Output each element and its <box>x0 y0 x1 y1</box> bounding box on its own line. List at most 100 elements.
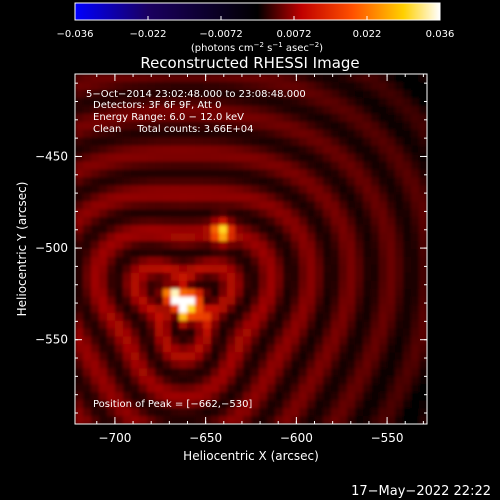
heatmap-cell <box>259 225 268 234</box>
heatmap-cell <box>187 376 196 385</box>
heatmap-cell <box>371 185 380 194</box>
heatmap-cell <box>171 89 180 99</box>
heatmap-cell <box>283 304 292 314</box>
heatmap-cell <box>211 161 220 171</box>
heatmap-cell <box>179 129 188 139</box>
heatmap-cell <box>339 328 348 338</box>
heatmap-cell <box>163 145 172 155</box>
heatmap-cell <box>395 129 404 139</box>
heatmap-cell <box>179 368 188 377</box>
heatmap-cell <box>323 304 332 314</box>
heatmap-cell <box>307 89 316 99</box>
heatmap-cell <box>195 368 204 377</box>
heatmap-cell <box>259 272 268 282</box>
heatmap-cell <box>355 352 364 361</box>
heatmap-cell <box>235 113 244 123</box>
heatmap-cell <box>243 97 252 107</box>
heatmap-cell <box>403 193 412 202</box>
heatmap-cell <box>291 384 300 393</box>
heatmap-cell <box>139 272 148 282</box>
heatmap-cell <box>299 416 308 424</box>
heatmap-cell <box>211 145 220 155</box>
heatmap-cell <box>299 241 308 250</box>
heatmap-cell <box>91 121 100 131</box>
heatmap-cell <box>315 384 324 393</box>
heatmap-cell <box>315 320 324 330</box>
heatmap-cell <box>99 384 108 393</box>
heatmap-cell <box>91 256 100 266</box>
heatmap-cell <box>243 256 252 266</box>
heatmap-cell <box>115 89 124 99</box>
heatmap-cell <box>307 416 316 424</box>
heatmap-cell <box>323 400 332 409</box>
annotation-clean-counts: Clean Total counts: 3.66E+04 <box>93 124 253 135</box>
heatmap-cell <box>379 320 388 330</box>
heatmap-cell <box>419 74 427 83</box>
heatmap-cell <box>331 129 340 139</box>
heatmap-cell <box>235 137 244 147</box>
heatmap-cell <box>83 416 92 424</box>
colorbar <box>74 2 441 21</box>
heatmap-cell <box>291 360 300 369</box>
heatmap-cell <box>171 320 180 330</box>
heatmap-cell <box>243 249 252 258</box>
heatmap-cell <box>331 320 340 330</box>
heatmap-cell <box>331 209 340 218</box>
heatmap-cell <box>179 288 188 298</box>
heatmap-cell <box>155 352 164 361</box>
heatmap-cell <box>411 360 420 369</box>
heatmap-cell <box>155 201 164 210</box>
heatmap-cell <box>179 185 188 194</box>
heatmap-cell <box>211 225 220 234</box>
heatmap-cell <box>195 137 204 147</box>
heatmap-cell <box>387 296 396 306</box>
heatmap-cell <box>251 352 260 361</box>
heatmap-cell <box>419 241 427 250</box>
heatmap-cell <box>331 408 340 417</box>
heatmap-cell <box>283 161 292 171</box>
heatmap-cell <box>211 113 220 123</box>
heatmap-cell <box>99 392 108 401</box>
heatmap-cell <box>403 296 412 306</box>
heatmap-cell <box>107 392 116 401</box>
heatmap-cell <box>419 201 427 210</box>
heatmap-cell <box>331 241 340 250</box>
heatmap-cell <box>131 185 140 194</box>
heatmap-cell <box>99 288 108 298</box>
heatmap-cell <box>147 264 156 274</box>
heatmap-cell <box>243 384 252 393</box>
heatmap-cell <box>211 280 220 290</box>
heatmap-cell <box>83 241 92 250</box>
heatmap-cell <box>283 233 292 242</box>
heatmap-cell <box>83 161 92 171</box>
heatmap-cell <box>219 400 228 409</box>
heatmap-cell <box>251 97 260 107</box>
heatmap-cell <box>371 280 380 290</box>
heatmap-cell <box>395 392 404 401</box>
heatmap-cell <box>355 105 364 115</box>
heatmap-cell <box>75 272 84 282</box>
heatmap-cell <box>187 225 196 234</box>
heatmap-cell <box>419 264 427 274</box>
heatmap-cell <box>395 121 404 131</box>
heatmap-cell <box>379 352 388 361</box>
heatmap-cell <box>187 241 196 250</box>
heatmap-cell <box>419 376 427 385</box>
heatmap-cell <box>179 233 188 242</box>
heatmap-cell <box>251 272 260 282</box>
heatmap-cell <box>307 81 316 91</box>
heatmap-cell <box>211 169 220 178</box>
heatmap-cell <box>75 288 84 298</box>
heatmap-cell <box>219 344 228 353</box>
heatmap-cell <box>395 161 404 171</box>
heatmap-cell <box>147 74 156 83</box>
heatmap-cell <box>323 392 332 401</box>
heatmap-cell <box>323 320 332 330</box>
heatmap-cell <box>259 129 268 139</box>
heatmap-cell <box>227 81 236 91</box>
heatmap-cell <box>411 264 420 274</box>
heatmap-cell <box>235 145 244 155</box>
heatmap-cell <box>339 352 348 361</box>
heatmap-cell <box>363 74 372 83</box>
heatmap-cell <box>187 161 196 171</box>
